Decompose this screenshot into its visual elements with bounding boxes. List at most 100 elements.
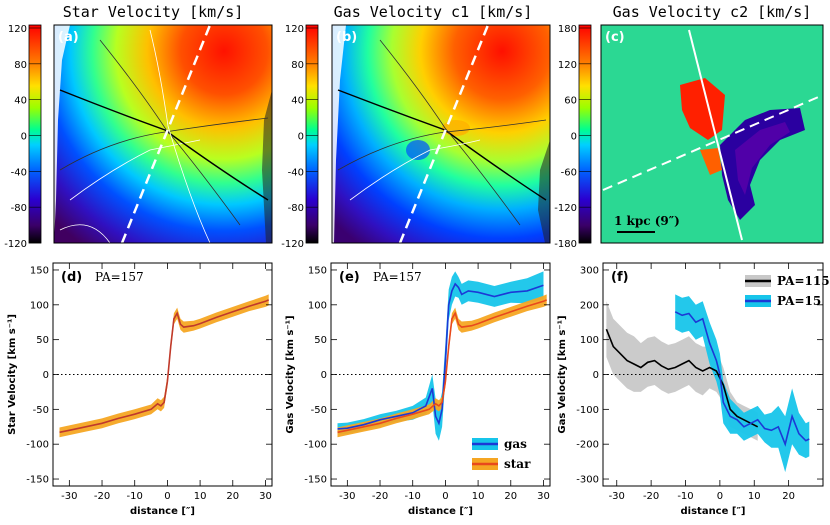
- map-edge-mask: [538, 140, 550, 243]
- velocity-map-image: [332, 25, 550, 243]
- y-tick-label: -150: [26, 475, 49, 486]
- y-tick-label: -100: [576, 405, 599, 416]
- colorbar-c: 180 120 60 0 -60 -120 -180: [554, 24, 592, 250]
- colorbar-tick-label: -40: [11, 167, 27, 178]
- position-angle-line: [398, 24, 490, 244]
- x-tick-label: 0: [442, 491, 448, 502]
- colorbar-tick-label: 60: [564, 96, 577, 107]
- x-tick-label: 10: [194, 491, 207, 502]
- colorbar-tick-label: 0: [298, 132, 304, 143]
- isovelocity-contour: [99, 39, 241, 226]
- velocity-map-image: [54, 25, 272, 243]
- x-tick-label: -30: [61, 491, 77, 502]
- series-line: [674, 311, 810, 447]
- error-band: [337, 294, 547, 438]
- y-tick-label: 0: [43, 370, 49, 381]
- y-tick-label: -300: [576, 475, 599, 486]
- isovelocity-contour: [59, 89, 269, 201]
- series-line: [605, 328, 759, 428]
- x-tick-label: -30: [339, 491, 355, 502]
- position-angle-annotation: PA=157: [373, 270, 422, 284]
- error-band: [606, 301, 758, 441]
- x-axis-label: distance [″]: [681, 506, 746, 517]
- y-axis-label: Star Velocity [km s⁻¹]: [7, 314, 18, 435]
- plot-panel-e: -30 -20 -10 0 10 20 30-150-100-50050100150dist…: [285, 262, 551, 517]
- y-tick-label: 150: [30, 265, 49, 276]
- x-tick-label: 10: [472, 491, 485, 502]
- panel-letter: (c): [605, 30, 625, 45]
- panel-letter: (d): [61, 270, 82, 285]
- colorbar-tick-label: -120: [281, 239, 304, 250]
- colorbar-ticks: 120 80 40 0 -40 -80 -120: [281, 24, 318, 250]
- velocity-feature: [406, 140, 430, 160]
- map-edge-mask: [54, 25, 70, 243]
- x-tick-label: -20: [643, 491, 659, 502]
- plot-panel-d: -30 -20 -10 0 10 20 30-150-100-50050100150dist…: [7, 262, 273, 517]
- legend-label: PA=115: [777, 274, 830, 288]
- colorbar-tick-label: -80: [288, 203, 304, 214]
- error-band: [59, 294, 269, 438]
- map-edge-mask: [332, 25, 346, 243]
- legend-label: gas: [504, 437, 527, 451]
- x-axis-label: distance [″]: [130, 506, 195, 517]
- map-frame: [331, 24, 551, 244]
- x-tick-label: -10: [677, 491, 693, 502]
- legend-label: PA=15: [777, 294, 821, 308]
- map-panel-c: Gas Velocity c2 [km/s] 1 kpc (9″) (c): [600, 3, 824, 244]
- isovelocity-contour: [349, 139, 481, 201]
- y-tick-label: 100: [308, 300, 327, 311]
- y-axis-label: Gas Velocity [km s⁻¹]: [557, 315, 568, 433]
- colorbar-tick-label: 80: [14, 60, 27, 71]
- colorbar-tick-label: 120: [285, 24, 304, 35]
- isovelocity-contour: [59, 224, 111, 244]
- x-tick-label: -20: [94, 491, 110, 502]
- colorbar-tick-label: 120: [8, 24, 27, 35]
- x-axis-label: distance [″]: [408, 506, 473, 517]
- x-tick-label: -20: [372, 491, 388, 502]
- colorbar-tick-label: 0: [21, 132, 27, 143]
- velocity-feature: [442, 120, 470, 136]
- map-frame: [600, 24, 824, 244]
- colorbar-ticks: 180 120 60 0 -60 -120 -180: [554, 24, 591, 250]
- y-tick-label: 50: [36, 335, 49, 346]
- y-tick-label: -100: [304, 440, 327, 451]
- x-tick-label: 20: [226, 491, 239, 502]
- x-tick-label: 30: [537, 491, 550, 502]
- x-tick-label: 10: [748, 491, 761, 502]
- colorbar-ticks: 120 80 40 0 -40 -80 -120: [4, 24, 41, 250]
- map-title: Gas Velocity c1 [km/s]: [334, 3, 533, 21]
- x-tick-label: 0: [164, 491, 170, 502]
- colorbar-tick-label: -120: [554, 203, 577, 214]
- velocity-feature: [735, 122, 790, 195]
- legend-label: star: [504, 457, 531, 471]
- panel-letter: (e): [339, 270, 360, 285]
- series-line: [337, 282, 544, 430]
- y-tick-label: -50: [311, 405, 327, 416]
- y-tick-label: -200: [576, 440, 599, 451]
- colorbar: [578, 24, 592, 244]
- velocity-feature: [700, 148, 722, 175]
- colorbar: [28, 24, 42, 244]
- map-title: Star Velocity [km/s]: [63, 3, 244, 21]
- x-tick-label: 20: [504, 491, 517, 502]
- panel-letter: (f): [611, 270, 629, 285]
- y-tick-label: 0: [321, 370, 327, 381]
- x-tick-label: -10: [405, 491, 421, 502]
- position-angle-line: [688, 29, 743, 241]
- colorbar-tick-label: 40: [14, 96, 27, 107]
- y-tick-label: 0: [593, 370, 599, 381]
- map-panel-a: Star Velocity [km/s] (a): [53, 3, 273, 244]
- map-frame: [53, 24, 273, 244]
- y-tick-label: 200: [580, 300, 599, 311]
- x-tick-label: -30: [609, 491, 625, 502]
- colorbar: [305, 24, 319, 244]
- isovelocity-contour: [149, 29, 211, 244]
- colorbar-tick-label: -180: [554, 239, 577, 250]
- y-tick-label: 100: [30, 300, 49, 311]
- colorbar-tick-label: 80: [291, 60, 304, 71]
- y-tick-label: 150: [308, 265, 327, 276]
- colorbar-tick-label: -120: [4, 239, 27, 250]
- colorbar-tick-label: -40: [288, 167, 304, 178]
- x-tick-label: -10: [127, 491, 143, 502]
